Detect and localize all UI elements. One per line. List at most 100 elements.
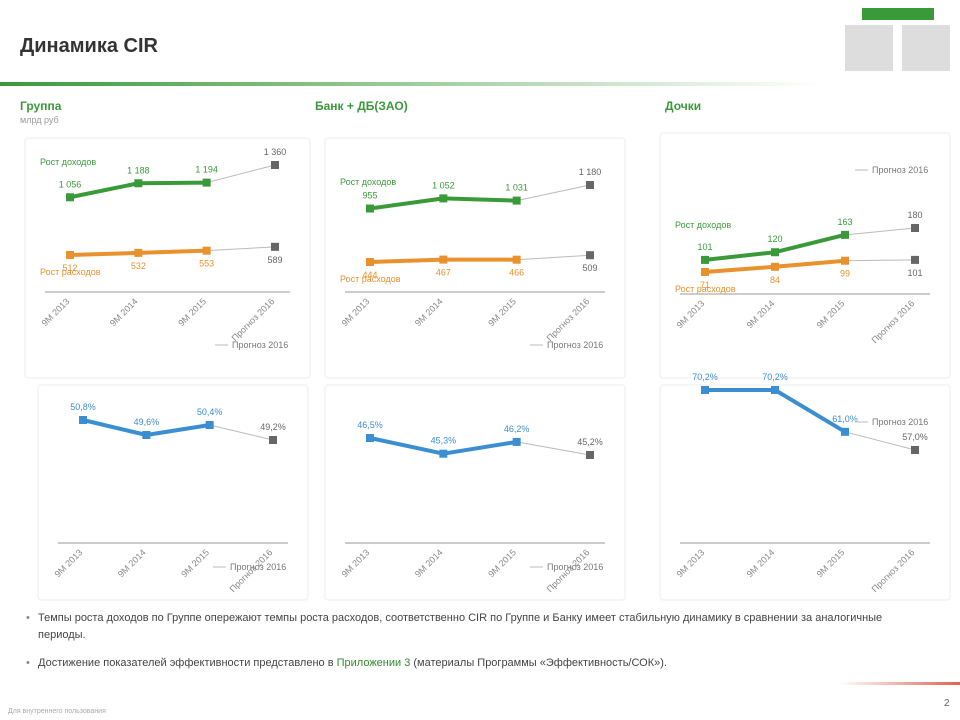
point [771, 248, 779, 257]
value-label: 180 [907, 210, 922, 220]
point [701, 386, 709, 394]
forecast-line [516, 254, 591, 261]
value-label: 1 052 [432, 180, 455, 190]
series-label: Рост доходов [340, 177, 396, 187]
value-label: 70,2% [762, 372, 788, 382]
footer-note: Для внутреннего пользования [8, 708, 106, 715]
column-title: Группа [20, 99, 62, 113]
legend-label: Прогноз 2016 [232, 340, 288, 350]
point [202, 178, 211, 187]
link[interactable]: Приложении 3 [336, 657, 411, 669]
point [586, 251, 594, 260]
value-label: 466 [509, 268, 524, 278]
point [205, 421, 214, 429]
value-label: 101 [907, 268, 922, 278]
value-label: 1 188 [127, 165, 150, 175]
value-label: 50,8% [70, 402, 96, 412]
point [134, 248, 143, 257]
point [366, 434, 374, 442]
chart-panel [659, 384, 951, 601]
value-label: 1 194 [195, 165, 218, 175]
value-label: 57,0% [902, 432, 928, 442]
value-label: 955 [362, 191, 377, 201]
point [841, 230, 849, 239]
logo-box [845, 25, 893, 71]
page-number: 2 [944, 698, 950, 709]
point [911, 255, 919, 264]
value-label: 512 [62, 263, 77, 273]
value-label: 120 [767, 234, 782, 244]
legend-label: Прогноз 2016 [547, 340, 603, 350]
point [512, 255, 521, 264]
value-label: 1 360 [264, 147, 287, 157]
point [134, 179, 143, 188]
value-label: 70,2% [692, 372, 718, 382]
value-label: 163 [837, 217, 852, 227]
value-label: 45,3% [431, 436, 457, 446]
logo [862, 8, 934, 20]
forecast-line [516, 184, 591, 202]
column-title: Банк + ДБ(ЗАО) [315, 99, 408, 113]
point [439, 449, 448, 458]
value-label: 46,5% [357, 420, 383, 430]
point [771, 262, 779, 271]
forecast-line [516, 441, 591, 456]
header-rule [0, 82, 820, 86]
value-label: 101 [697, 242, 712, 252]
bullet-text: (материалы Программы «Эффективность/СОК»… [413, 657, 667, 669]
point [911, 446, 919, 454]
value-label: 50,4% [197, 407, 223, 417]
value-label: 49,2% [260, 422, 286, 432]
point [142, 431, 151, 439]
bullet: Достижение показателей эффективности пре… [26, 655, 918, 672]
legend-label: Прогноз 2016 [547, 562, 603, 572]
value-label: 46,2% [504, 424, 530, 434]
point [512, 437, 521, 446]
forecast-line [206, 164, 276, 184]
series-label: Рост расходов [40, 267, 101, 277]
point [269, 436, 277, 444]
value-label: 99 [840, 269, 850, 279]
value-label: 1 031 [505, 183, 528, 193]
point [841, 427, 849, 436]
series-label: Рост доходов [675, 220, 731, 230]
point [439, 255, 448, 264]
forecast-line [844, 431, 916, 451]
bullet: Темпы роста доходов по Группе опережают … [26, 610, 918, 644]
point [79, 416, 87, 424]
title: Динамика CIR [20, 35, 159, 57]
forecast-line [209, 424, 274, 441]
legend-label: Прогноз 2016 [872, 417, 928, 427]
point [701, 255, 709, 264]
value-label: 61,0% [832, 414, 858, 424]
forecast-line [844, 227, 916, 236]
value-label: 84 [770, 275, 780, 285]
point [771, 386, 779, 394]
column-subtitle: млрд руб [20, 115, 59, 125]
point [841, 256, 849, 265]
footer-rule [840, 682, 960, 685]
value-label: 49,6% [134, 417, 160, 427]
series-label: Рост расходов [340, 274, 401, 284]
value-label: 1 056 [59, 179, 82, 189]
point [439, 194, 448, 203]
point [586, 451, 594, 459]
chart-panel [659, 132, 951, 379]
point [66, 251, 74, 259]
chart-panel [37, 384, 309, 601]
forecast-line [844, 259, 916, 262]
point [586, 181, 594, 189]
point [911, 224, 919, 232]
value-label: 589 [267, 255, 282, 265]
point [701, 268, 709, 276]
point [271, 161, 279, 169]
value-label: 45,2% [577, 437, 603, 447]
value-label: 467 [436, 268, 451, 278]
legend-label: Прогноз 2016 [230, 562, 286, 572]
value-label: 444 [362, 270, 377, 280]
bullet-text: Достижение показателей эффективности пре… [38, 657, 334, 669]
logo-box [902, 25, 950, 71]
value-label: 1 180 [579, 167, 602, 177]
value-label: 509 [582, 263, 597, 273]
